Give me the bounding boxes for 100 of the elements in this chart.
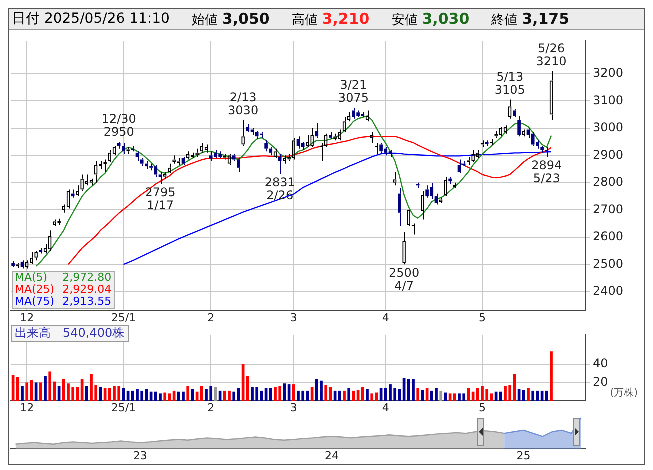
candlestick	[237, 158, 240, 173]
bar	[269, 388, 272, 401]
x-tick-label: 4	[382, 401, 390, 414]
annotation: 5/13 3105	[494, 70, 526, 97]
y-tick-label: 3100	[593, 93, 624, 108]
x-tick-label: 5	[479, 401, 486, 414]
x-tick-label: 2	[208, 311, 215, 324]
x-tick-label: 4	[382, 311, 390, 324]
candlestick	[71, 189, 75, 198]
y-tick-label: 3000	[593, 120, 624, 135]
bar	[48, 372, 52, 401]
y-axis-title: (万株)	[610, 386, 638, 400]
candlestick	[20, 260, 24, 270]
x-tick-label: 5	[479, 311, 486, 324]
text: MA(25)	[15, 283, 55, 296]
x-tick-label: 3	[290, 401, 298, 414]
bar	[448, 394, 452, 401]
y-tick-label: 2500	[593, 256, 624, 271]
candlestick	[278, 154, 282, 175]
bar	[550, 352, 553, 401]
candlestick	[448, 176, 452, 185]
bar	[232, 392, 236, 401]
x-tick-label: 12	[20, 401, 34, 414]
bar	[343, 390, 346, 401]
annotation: 2894 5/23	[532, 158, 562, 186]
text: 始値 3,050	[192, 10, 270, 28]
candlestick	[122, 142, 126, 155]
bar	[246, 376, 250, 401]
candlestick	[485, 140, 489, 147]
candlestick	[264, 140, 268, 152]
annotation: 2,929.04	[62, 283, 112, 296]
x-tick-label: 23	[133, 449, 148, 462]
candlestick	[513, 108, 516, 118]
candlestick	[182, 156, 186, 166]
x-tick-label: 3	[290, 311, 298, 324]
y-tick-label: 2600	[593, 230, 624, 244]
candlestick	[39, 248, 43, 254]
bar	[292, 384, 296, 401]
candlestick	[232, 154, 236, 162]
x-tick-label: 24	[325, 449, 340, 462]
bar	[453, 394, 456, 401]
candlestick	[12, 260, 15, 268]
text: MA(75)	[15, 295, 55, 308]
candlestick	[329, 132, 332, 140]
y-tick-label: 2400	[593, 284, 624, 298]
bar	[26, 382, 29, 401]
y-tick-label: 2700	[593, 202, 624, 216]
y-tick-label: 2900	[593, 148, 624, 162]
bar	[164, 392, 167, 401]
bar	[200, 386, 204, 401]
y-tick-label: 3200	[593, 66, 624, 80]
bar	[348, 388, 351, 401]
bar	[338, 390, 342, 401]
bar	[21, 386, 24, 401]
x-tick-label: 2	[208, 401, 215, 414]
bar	[186, 386, 190, 401]
candlestick	[315, 122, 319, 138]
bar	[44, 376, 47, 401]
candlestick	[398, 188, 402, 228]
annotation: 3/21 3075	[338, 78, 369, 106]
text: 終値 3,175	[492, 10, 570, 28]
candlestick	[117, 142, 121, 150]
annotation: 5/26 3210	[536, 41, 567, 68]
bar	[416, 388, 420, 401]
bar	[490, 394, 494, 401]
bar	[361, 387, 364, 401]
candlestick	[518, 116, 521, 138]
y-tick-label: 40	[593, 356, 608, 371]
annotation: 2,913.55	[62, 295, 112, 308]
annotation: 2,972.80	[62, 271, 112, 284]
bar	[168, 394, 172, 401]
x-tick-label: 25	[516, 449, 531, 462]
x-tick-label: 25/1	[111, 311, 136, 324]
bar	[527, 388, 530, 401]
annotation: 12/30 2950	[102, 112, 136, 140]
candlestick	[269, 146, 273, 156]
text: 安値 3,030	[392, 10, 470, 28]
candlestick	[545, 146, 549, 158]
text: 高値 3,210	[292, 10, 370, 28]
y-tick-label: 20	[593, 374, 608, 389]
bar	[532, 390, 535, 401]
series-label: MA(5)	[15, 271, 48, 284]
x-tick-label: 12	[20, 311, 34, 324]
candlestick	[158, 172, 162, 185]
bar	[39, 382, 42, 401]
bar	[440, 390, 443, 401]
text: 日付 2025/05/26 11:10	[12, 10, 170, 28]
bar	[522, 390, 526, 401]
bar	[366, 389, 369, 401]
bar	[16, 377, 20, 401]
bar	[370, 394, 374, 401]
bar	[85, 386, 88, 401]
annotation: 2795 1/17	[145, 185, 176, 212]
y-tick-label: 2800	[593, 175, 624, 190]
chart-title: 出来高 540,400株	[11, 325, 129, 342]
bar	[545, 390, 548, 401]
x-tick-label: 25/1	[111, 401, 136, 414]
candlestick	[246, 124, 250, 133]
annotation: 2500 4/7	[389, 266, 420, 293]
annotation: 2/13 3030	[228, 90, 259, 118]
